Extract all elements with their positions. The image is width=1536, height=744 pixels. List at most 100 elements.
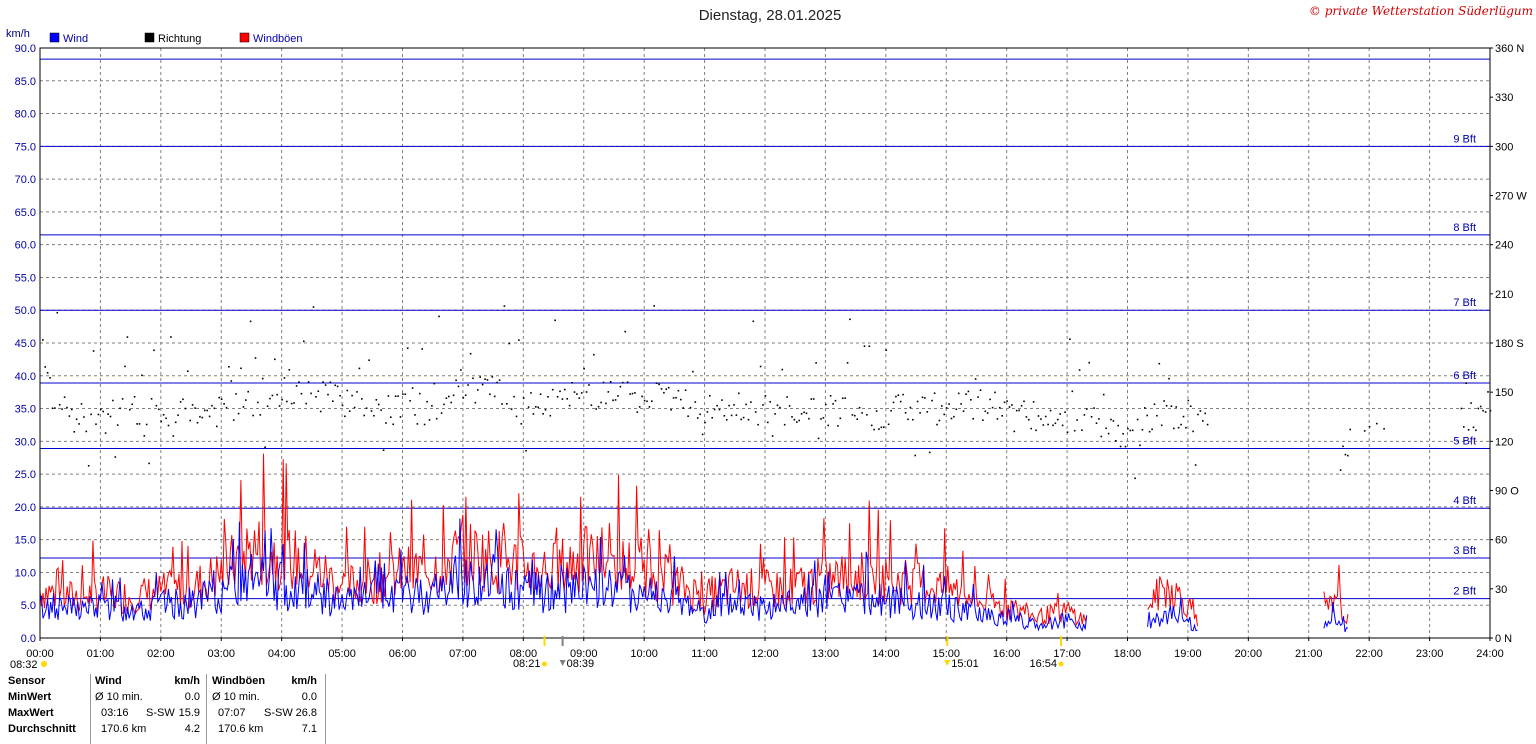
y-axis-ticks: 0.0 5.0 10.0 15.0 20.0 25.0 30.0 35.0 40.0 45.0 50… — [15, 43, 36, 645]
direction-point — [230, 380, 233, 382]
direction-point — [1115, 440, 1117, 442]
direction-point — [506, 403, 508, 405]
stats-wind-time: Ø 10 min. — [95, 691, 143, 703]
direction-point — [274, 358, 276, 361]
direction-point — [42, 339, 44, 341]
direction-point — [709, 395, 711, 397]
direction-point — [970, 399, 972, 401]
direction-point — [421, 348, 423, 350]
direction-point — [126, 336, 129, 338]
direction-point — [890, 409, 892, 412]
direction-point — [1165, 405, 1168, 407]
direction-point — [962, 410, 965, 412]
direction-point — [363, 414, 365, 417]
direction-point — [878, 428, 880, 430]
direction-point — [211, 404, 213, 407]
direction-point — [373, 414, 375, 417]
direction-point — [196, 421, 199, 424]
direction-point — [457, 385, 460, 388]
direction-point — [974, 378, 977, 380]
direction-point — [341, 404, 344, 407]
direction-point — [1131, 429, 1134, 432]
direction-point — [107, 413, 109, 415]
y-tick-label: 20.0 — [15, 502, 36, 514]
direction-point — [730, 414, 733, 417]
direction-point — [1349, 428, 1351, 431]
direction-point — [866, 414, 868, 416]
direction-point — [933, 392, 936, 394]
direction-point — [663, 391, 665, 394]
direction-point — [825, 403, 827, 406]
y2-tick-label: 180 S — [1495, 338, 1524, 350]
x-tick-label: 04:00 — [268, 648, 296, 660]
direction-point — [972, 418, 974, 420]
direction-point — [148, 462, 150, 465]
direction-point — [174, 421, 177, 424]
direction-point — [1057, 418, 1059, 421]
x-tick-label: 24:00 — [1476, 648, 1504, 660]
direction-point — [361, 398, 363, 400]
direction-point — [868, 345, 871, 347]
stats-gust-dir: S-SW — [264, 707, 293, 719]
direction-point — [493, 395, 496, 398]
x-tick-label: 19:00 — [1174, 648, 1202, 660]
direction-point — [474, 401, 477, 404]
direction-point — [58, 404, 61, 406]
direction-point — [1107, 432, 1110, 435]
x-axis-ticks: 00:00 01:00 02:00 03:00 04:00 05:00 06:00 07:00… — [26, 638, 1504, 660]
direction-point — [513, 395, 515, 398]
direction-point — [723, 415, 726, 417]
direction-point — [317, 390, 320, 392]
direction-point — [486, 379, 489, 381]
x-tick-label: 16:00 — [993, 648, 1021, 660]
direction-point — [240, 367, 242, 370]
direction-point — [305, 402, 307, 405]
direction-point — [141, 374, 143, 377]
direction-point — [863, 345, 866, 347]
direction-point — [271, 394, 274, 397]
direction-point — [805, 412, 808, 415]
marker-label: 15:01 — [951, 658, 979, 670]
direction-point — [264, 446, 266, 448]
direction-point — [609, 381, 612, 383]
direction-point — [742, 416, 745, 419]
direction-point — [1153, 403, 1156, 405]
direction-point — [249, 320, 252, 323]
direction-point — [895, 395, 897, 398]
direction-point — [837, 425, 839, 427]
direction-point — [547, 396, 549, 398]
direction-point — [1064, 411, 1066, 413]
y2-tick-label: 300 — [1495, 141, 1513, 153]
y-tick-label: 50.0 — [15, 305, 36, 317]
y2-tick-label: 150 — [1495, 387, 1513, 399]
direction-point — [1156, 414, 1158, 417]
direction-point — [225, 406, 228, 409]
y-tick-label: 35.0 — [15, 404, 36, 416]
y2-tick-label: 240 — [1495, 240, 1513, 252]
direction-point — [573, 391, 576, 393]
direction-point — [382, 449, 385, 451]
beaufort-label: 5 Bft — [1453, 436, 1476, 448]
direction-point — [861, 412, 863, 414]
direction-point — [1368, 425, 1371, 428]
beaufort-label: 7 Bft — [1453, 297, 1476, 309]
direction-point — [300, 392, 303, 395]
direction-point — [986, 412, 989, 414]
direction-point — [800, 413, 803, 415]
direction-point — [704, 421, 706, 424]
direction-point — [634, 392, 636, 394]
direction-point — [257, 401, 259, 404]
x-tick-label: 15:00 — [932, 648, 960, 660]
beaufort-label: 8 Bft — [1453, 222, 1476, 234]
direction-point — [80, 403, 83, 405]
direction-point — [1110, 418, 1112, 421]
direction-point — [1088, 361, 1090, 364]
direction-point — [1100, 435, 1103, 438]
direction-point — [1383, 428, 1385, 430]
y-tick-label: 55.0 — [15, 272, 36, 284]
direction-point — [1030, 427, 1032, 430]
direction-point — [71, 408, 73, 411]
direction-point — [155, 404, 158, 407]
direction-point — [56, 311, 59, 314]
direction-point — [356, 391, 358, 393]
